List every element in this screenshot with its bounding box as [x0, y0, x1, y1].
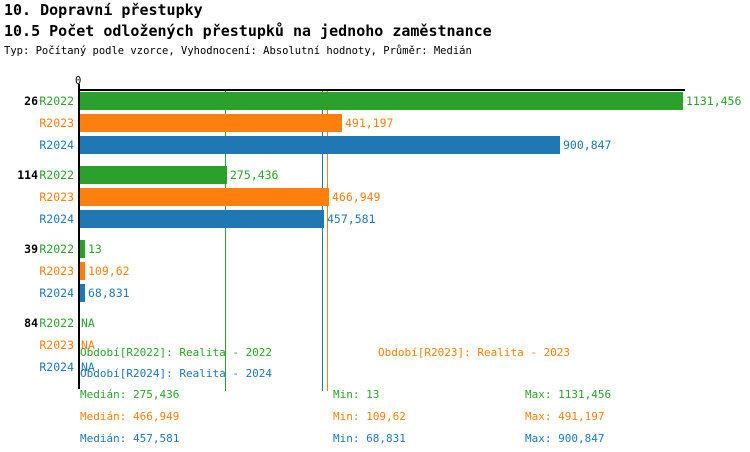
bar[interactable] — [80, 240, 85, 258]
median-gridline — [225, 91, 226, 391]
stat-max: Max: 491,197 — [525, 410, 605, 423]
axis-zero-label: 0 — [75, 75, 82, 87]
stat-min: Min: 109,62 — [333, 410, 406, 423]
stat-max: Max: 1131,456 — [525, 388, 612, 401]
bar[interactable] — [80, 188, 329, 206]
group-label: 39 — [24, 242, 38, 256]
legend-entry: Období[R2022]: Realita - 2022 — [80, 346, 273, 359]
series-row-label: R2024 — [39, 212, 74, 226]
bar-value-label: 1131,456 — [686, 94, 742, 108]
bar-value-label: 275,436 — [230, 168, 279, 182]
series-row-label: R2024 — [39, 138, 74, 152]
bar-value-label: 457,581 — [327, 212, 376, 226]
legend-entry: Období[R2023]: Realita - 2023 — [378, 346, 571, 359]
bar-value-label: 466,949 — [332, 190, 381, 204]
median-gridline — [322, 91, 323, 391]
series-row-label: R2023 — [39, 264, 74, 278]
bar-chart-plot: 0 26 R2022 1131,456 R2023 491,197 R2024 900,847… — [17, 75, 742, 391]
stat-min: Min: 13 — [333, 388, 380, 401]
page-title: 10. Dopravní přestupky — [4, 1, 203, 19]
bar[interactable] — [80, 136, 560, 154]
median-gridline — [327, 91, 328, 391]
legend-entry: Období[R2024]: Realita - 2024 — [80, 367, 273, 380]
series-row-label: R2023 — [39, 338, 74, 352]
axis-zero-line — [78, 89, 80, 389]
page-meta-line: Typ: Počítaný podle vzorce, Vyhodnocení:… — [4, 45, 472, 57]
page-subtitle: 10.5 Počet odložených přestupků na jedno… — [4, 22, 492, 40]
bar-na-label: NA — [81, 360, 95, 374]
series-row-label: R2024 — [39, 360, 74, 374]
bar[interactable] — [80, 284, 85, 302]
bar[interactable] — [80, 166, 227, 184]
series-row-label: R2022 — [39, 316, 74, 330]
bar[interactable] — [80, 210, 324, 228]
series-row-label: R2023 — [39, 190, 74, 204]
group-label: 84 — [24, 316, 38, 330]
bar-value-label: 68,831 — [88, 286, 130, 300]
bar-value-label: 900,847 — [563, 138, 612, 152]
series-row-label: R2022 — [39, 242, 74, 256]
bar-value-label: 109,62 — [88, 264, 130, 278]
series-row-label: R2022 — [39, 168, 74, 182]
group-label: 26 — [24, 94, 38, 108]
group-label: 114 — [17, 168, 38, 182]
stat-max: Max: 900,847 — [525, 432, 605, 445]
bar-value-label: 491,197 — [345, 116, 394, 130]
series-row-label: R2022 — [39, 94, 74, 108]
bar-na-label: NA — [81, 338, 95, 352]
axis-zero-tick — [78, 84, 80, 90]
bar[interactable] — [80, 262, 85, 280]
bar[interactable] — [80, 114, 342, 132]
stat-median: Medián: 275,436 — [80, 388, 180, 401]
bar-value-label: 13 — [88, 242, 102, 256]
stat-min: Min: 68,831 — [333, 432, 406, 445]
axis-top-line — [78, 89, 685, 91]
series-row-label: R2023 — [39, 116, 74, 130]
bar-na-label: NA — [81, 316, 95, 330]
stat-median: Medián: 457,581 — [80, 432, 180, 445]
stat-median: Medián: 466,949 — [80, 410, 180, 423]
bar[interactable] — [80, 92, 683, 110]
series-row-label: R2024 — [39, 286, 74, 300]
